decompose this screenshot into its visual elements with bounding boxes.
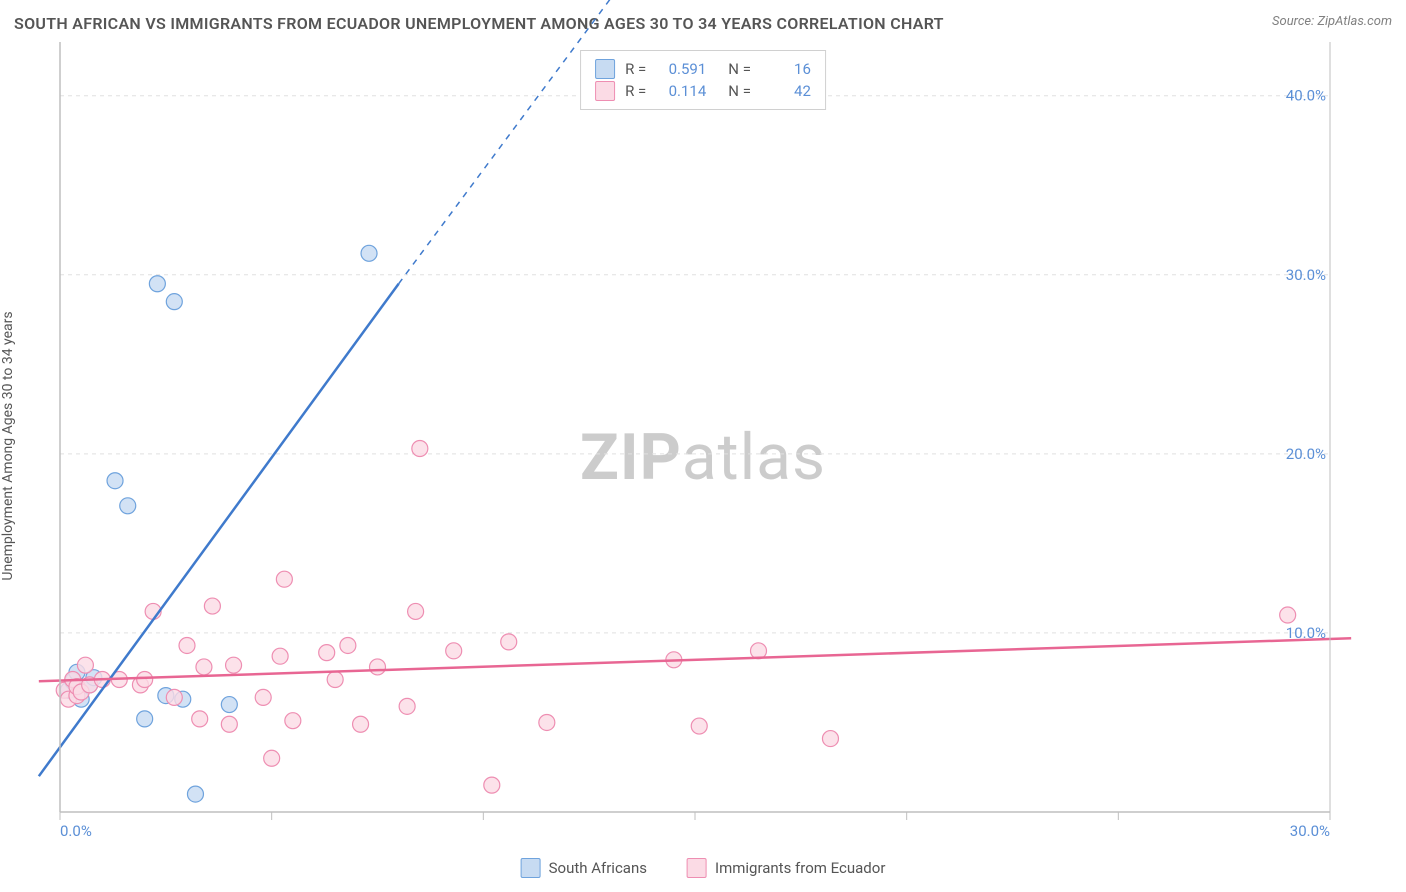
legend-swatch [521, 858, 541, 878]
source-link[interactable]: ZipAtlas.com [1317, 14, 1392, 29]
source-attribution: Source: ZipAtlas.com [1272, 14, 1392, 29]
r-value: 0.591 [656, 60, 706, 78]
r-label: R = [625, 60, 646, 78]
legend-swatch [595, 81, 615, 101]
series-legend: South Africans Immigrants from Ecuador [521, 858, 886, 878]
legend-item: Immigrants from Ecuador [687, 858, 885, 878]
svg-text:0.0%: 0.0% [60, 822, 92, 840]
legend-row: R = 0.591 N = 16 [595, 59, 811, 79]
legend-item: South Africans [521, 858, 647, 878]
n-label: N = [728, 60, 751, 78]
legend-swatch [687, 858, 707, 878]
r-label: R = [625, 82, 646, 100]
n-value: 16 [761, 60, 811, 78]
y-axis-label: Unemployment Among Ages 30 to 34 years [0, 311, 16, 580]
legend-label: Immigrants from Ecuador [715, 859, 885, 877]
n-value: 42 [761, 82, 811, 100]
svg-text:30.0%: 30.0% [1286, 266, 1326, 284]
legend-row: R = 0.114 N = 42 [595, 81, 811, 101]
legend-swatch [595, 59, 615, 79]
svg-text:20.0%: 20.0% [1286, 445, 1326, 463]
r-value: 0.114 [656, 82, 706, 100]
correlation-scatter-chart: 10.0%20.0%30.0%40.0%0.0%30.0% [50, 42, 1340, 834]
legend-label: South Africans [549, 859, 647, 877]
correlation-legend: R = 0.591 N = 16 R = 0.114 N = 42 [580, 50, 826, 110]
n-label: N = [728, 82, 751, 100]
svg-text:30.0%: 30.0% [1290, 822, 1330, 840]
chart-title: SOUTH AFRICAN VS IMMIGRANTS FROM ECUADOR… [14, 14, 944, 33]
svg-text:40.0%: 40.0% [1286, 87, 1326, 105]
